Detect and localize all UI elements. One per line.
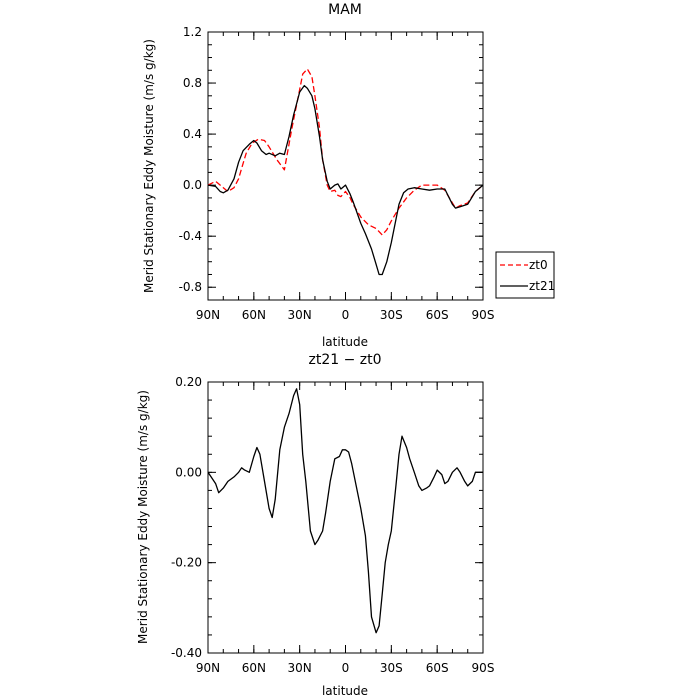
bottom-plot-frame xyxy=(207,381,484,654)
bottom-x-tick-label: 90S xyxy=(472,661,495,675)
top-xlabel: latitude xyxy=(322,335,368,349)
bottom-chart-title: zt21 − zt0 xyxy=(308,352,381,368)
top-series-zt0 xyxy=(207,68,484,236)
bottom-y-tick-label: -0.40 xyxy=(171,646,202,660)
top-y-tick-label: -0.4 xyxy=(179,229,202,243)
top-ylabel: Merid Stationary Eddy Moisture (m/s g/kg… xyxy=(142,39,156,293)
top-x-tick-label: 90N xyxy=(196,308,220,322)
bottom-xlabel: latitude xyxy=(322,684,368,698)
top-panel: MAM 90N 60N 30N 0 30S 60S 90S -0.8 -0.4 0.0 0.4 0.8… xyxy=(142,2,555,349)
legend-zt21-label: zt21 xyxy=(529,279,555,293)
bottom-axis-ticks: 90N 60N 30N 0 30S 60S 90S -0.40 -0.20 0.00 0.20 xyxy=(171,375,495,675)
top-y-tick-label: 0.4 xyxy=(183,127,202,141)
top-y-tick-label: 1.2 xyxy=(183,25,202,39)
top-x-tick-label: 90S xyxy=(472,308,495,322)
legend-box xyxy=(495,251,555,299)
top-axis-ticks: 90N 60N 30N 0 30S 60S 90S -0.8 -0.4 0.0 0.4 0.8 1.2 xyxy=(179,25,495,322)
bottom-series-zt21-zt0 xyxy=(207,388,483,634)
top-y-tick-label: 0.8 xyxy=(183,76,202,90)
bottom-y-tick-label: -0.20 xyxy=(171,556,202,570)
top-x-tick-label: 60N xyxy=(242,308,266,322)
bottom-y-tick-label: 0.20 xyxy=(175,375,202,389)
top-x-tick-label: 30N xyxy=(288,308,312,322)
bottom-panel: zt21 − zt0 90N 60N 30N 0 30S 60S 90S -0.40 -0.20… xyxy=(136,352,494,698)
top-y-tick-label: 0.0 xyxy=(183,178,202,192)
top-series-lines xyxy=(207,68,484,276)
top-x-tick-label: 0 xyxy=(342,308,350,322)
top-plot-frame xyxy=(207,31,484,301)
bottom-y-tick-label: 0.00 xyxy=(175,465,202,479)
bottom-ylabel: Merid Stationary Eddy Moisture (m/s g/kg… xyxy=(136,390,150,644)
bottom-x-tick-label: 30N xyxy=(288,661,312,675)
top-x-tick-label: 60S xyxy=(426,308,449,322)
top-y-tick-label: -0.8 xyxy=(179,280,202,294)
legend: zt0 zt21 xyxy=(495,251,555,299)
bottom-x-tick-label: 60N xyxy=(242,661,266,675)
top-series-zt21 xyxy=(207,84,484,276)
top-chart-title: MAM xyxy=(328,2,362,18)
bottom-x-tick-label: 30S xyxy=(380,661,403,675)
top-x-tick-label: 30S xyxy=(380,308,403,322)
bottom-x-tick-label: 60S xyxy=(426,661,449,675)
bottom-series-lines xyxy=(207,388,483,634)
legend-zt0-label: zt0 xyxy=(529,258,548,272)
bottom-x-tick-label: 0 xyxy=(342,661,350,675)
bottom-x-tick-label: 90N xyxy=(196,661,220,675)
